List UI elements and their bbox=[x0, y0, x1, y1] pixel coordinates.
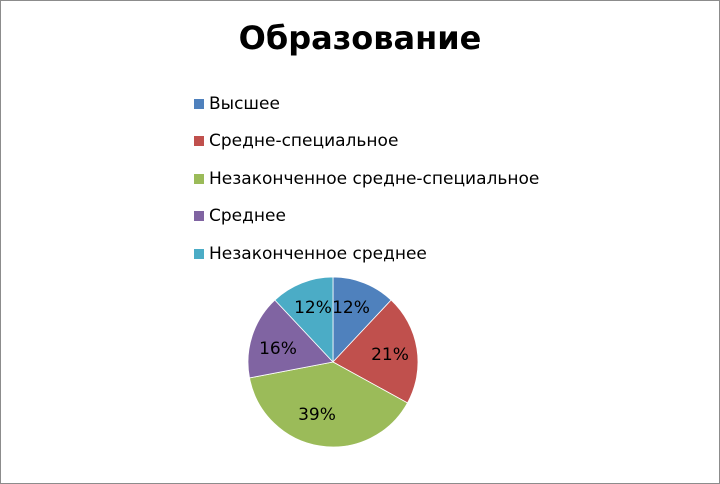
legend-swatch bbox=[194, 136, 204, 147]
chart-title: Образование bbox=[238, 19, 482, 57]
pie-slice-label-1: 12% bbox=[332, 298, 370, 318]
legend-swatch bbox=[194, 248, 204, 259]
pie-slice-1 bbox=[332, 276, 392, 364]
pie-slice-2 bbox=[332, 299, 419, 404]
pie-slice-label-5: 12% bbox=[294, 298, 332, 318]
legend-swatch bbox=[194, 173, 204, 184]
pie-slice-5 bbox=[274, 276, 334, 364]
pie-slice-4 bbox=[247, 299, 334, 379]
pie-slice-3 bbox=[249, 361, 409, 448]
legend-label: Незаконченное средне-специальное bbox=[209, 168, 540, 189]
legend-label: Высшее bbox=[209, 93, 280, 114]
pie-slice-label-4: 16% bbox=[259, 339, 297, 359]
legend-item-nezakonchennoe-srednee: Незаконченное среднее bbox=[194, 235, 539, 273]
legend-item-vysshee: Высшее bbox=[194, 85, 539, 123]
legend-item-nezakonchennoe-sredne-specialnoe: Незаконченное средне-специальное bbox=[194, 160, 539, 198]
pie-slice-label-3: 39% bbox=[298, 405, 336, 425]
legend-label: Среднее bbox=[209, 206, 286, 227]
pie-slice-label-2: 21% bbox=[371, 345, 409, 365]
legend-swatch bbox=[194, 211, 204, 222]
legend-label: Средне-специальное bbox=[209, 131, 399, 152]
legend-label: Незаконченное среднее bbox=[209, 243, 427, 264]
legend-swatch bbox=[194, 98, 204, 109]
legend-item-srednee: Среднее bbox=[194, 198, 539, 236]
legend-item-sredne-specialnoe: Средне-специальное bbox=[194, 123, 539, 161]
chart-legend: Высшее Средне-специальное Незаконченное … bbox=[194, 85, 539, 273]
